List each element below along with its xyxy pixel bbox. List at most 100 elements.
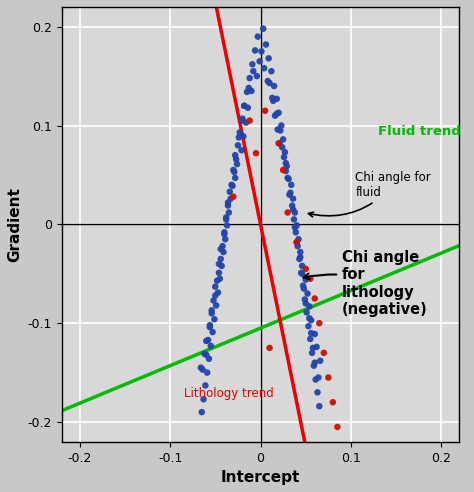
- Point: [218, 262, 226, 270]
- Point: [304, 290, 311, 298]
- Point: [229, 193, 237, 201]
- Point: [313, 343, 320, 351]
- Point: [303, 308, 310, 316]
- Point: [259, 25, 267, 32]
- Point: [306, 314, 313, 322]
- X-axis label: Intercept: Intercept: [221, 470, 300, 485]
- Point: [217, 245, 225, 253]
- Point: [254, 32, 262, 40]
- Point: [219, 248, 227, 256]
- Point: [226, 188, 234, 196]
- Point: [242, 119, 250, 126]
- Point: [264, 77, 272, 85]
- Point: [231, 174, 239, 182]
- Point: [251, 46, 259, 54]
- Point: [302, 265, 310, 273]
- Point: [277, 122, 285, 129]
- Point: [285, 175, 292, 183]
- Point: [208, 309, 216, 317]
- Point: [314, 388, 321, 396]
- Point: [246, 74, 254, 82]
- Point: [205, 355, 213, 363]
- Point: [266, 79, 273, 87]
- Point: [253, 72, 261, 80]
- Point: [279, 135, 287, 143]
- Point: [279, 166, 287, 174]
- Point: [227, 195, 235, 203]
- Point: [316, 402, 323, 410]
- Point: [224, 199, 232, 207]
- Point: [283, 162, 291, 170]
- Point: [311, 295, 319, 303]
- Point: [306, 303, 313, 310]
- Point: [297, 253, 304, 261]
- Point: [287, 189, 294, 197]
- Point: [311, 359, 319, 367]
- Point: [312, 375, 319, 383]
- Point: [220, 230, 228, 238]
- Point: [213, 277, 221, 285]
- Point: [204, 336, 212, 344]
- Point: [307, 335, 314, 343]
- Point: [238, 117, 246, 124]
- Point: [265, 55, 273, 62]
- Point: [222, 214, 230, 221]
- Point: [219, 242, 227, 250]
- Point: [298, 270, 306, 277]
- Point: [260, 64, 268, 72]
- Point: [288, 202, 296, 210]
- Point: [206, 323, 214, 331]
- Point: [249, 67, 257, 75]
- Point: [307, 275, 314, 282]
- Point: [293, 238, 301, 246]
- Point: [222, 215, 230, 223]
- Point: [235, 133, 243, 141]
- Point: [334, 423, 341, 431]
- Point: [228, 181, 236, 189]
- Point: [287, 181, 295, 189]
- Point: [294, 242, 301, 250]
- Point: [269, 97, 277, 105]
- Point: [329, 399, 337, 406]
- Point: [291, 223, 299, 231]
- Point: [273, 95, 281, 103]
- Point: [305, 322, 312, 330]
- Point: [291, 209, 299, 216]
- Point: [293, 221, 301, 229]
- Point: [307, 316, 315, 324]
- Point: [297, 248, 304, 256]
- Point: [200, 396, 207, 403]
- Point: [258, 48, 265, 56]
- Point: [252, 149, 260, 157]
- Point: [297, 269, 305, 277]
- Point: [300, 285, 308, 293]
- Point: [315, 373, 322, 381]
- Point: [208, 307, 216, 314]
- Point: [217, 255, 225, 263]
- Point: [236, 128, 244, 136]
- Point: [275, 139, 283, 147]
- Point: [201, 350, 208, 358]
- Point: [198, 408, 206, 416]
- Point: [292, 228, 300, 236]
- Point: [225, 209, 233, 216]
- Text: Chi angle for
fluid: Chi angle for fluid: [309, 171, 431, 217]
- Point: [281, 148, 289, 156]
- Point: [232, 155, 240, 163]
- Point: [280, 153, 288, 161]
- Point: [231, 151, 239, 159]
- Point: [202, 351, 210, 359]
- Point: [256, 58, 264, 65]
- Point: [248, 87, 255, 95]
- Point: [296, 255, 303, 263]
- Point: [248, 61, 256, 68]
- Point: [289, 206, 297, 214]
- Point: [215, 269, 223, 277]
- Point: [308, 349, 316, 357]
- Point: [302, 276, 310, 284]
- Text: Fluid trend: Fluid trend: [378, 125, 461, 138]
- Point: [299, 282, 307, 290]
- Point: [206, 321, 214, 329]
- Point: [221, 235, 229, 243]
- Point: [245, 84, 253, 92]
